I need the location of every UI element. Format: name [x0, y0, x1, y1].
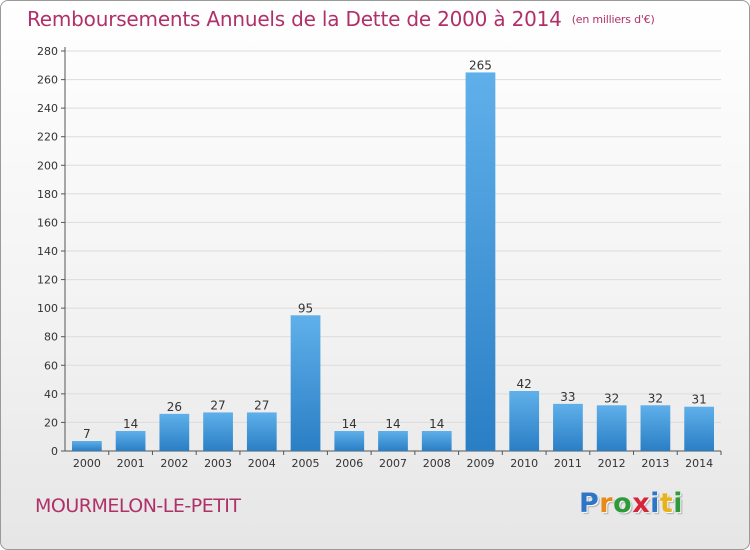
y-tick-label: 180: [37, 188, 58, 201]
y-tick-label: 120: [37, 274, 58, 287]
x-tick-label: 2007: [379, 457, 407, 470]
y-tick-label: 200: [37, 159, 58, 172]
x-tick-label: 2008: [423, 457, 451, 470]
logo-letter: o: [613, 488, 633, 519]
bar-2002: [159, 413, 190, 451]
x-tick-label: 2000: [73, 457, 101, 470]
value-label: 33: [560, 390, 575, 404]
logo-letter: i: [673, 488, 684, 519]
bar-2007: [378, 431, 408, 451]
x-tick-label: 2010: [510, 457, 538, 470]
x-tick-label: 2005: [292, 457, 320, 470]
value-label: 265: [469, 58, 492, 72]
y-tick-label: 220: [37, 131, 58, 144]
logo-letter: P: [579, 488, 600, 519]
value-label: 32: [648, 391, 663, 405]
value-labels: 7 14 26 27 27 95 14 14 14 265 42 33 32 32 31: [83, 58, 707, 441]
bar-2008: [421, 431, 452, 451]
x-tick-label: 2002: [160, 457, 188, 470]
y-tick-label: 0: [51, 445, 58, 458]
value-label: 27: [210, 398, 225, 412]
y-tick-label: 240: [37, 102, 58, 115]
bar-2010: [509, 391, 540, 451]
bars: [71, 72, 715, 451]
y-tick-label: 20: [44, 416, 58, 429]
axes: [64, 47, 721, 452]
x-axis-ticks: 2000 2001 2002 2003 2004 2005 2006 2007 2008 2009…: [73, 451, 722, 470]
chart-title: Remboursements Annuels de la Dette de 20…: [27, 7, 655, 31]
value-label: 31: [691, 393, 706, 407]
y-tick-label: 80: [44, 331, 58, 344]
x-tick-label: 2004: [248, 457, 276, 470]
value-label: 26: [167, 400, 182, 414]
bar-2003: [203, 412, 233, 451]
bar-2013: [640, 405, 671, 451]
bar-2000: [71, 441, 102, 451]
value-label: 32: [604, 391, 619, 405]
y-tick-label: 160: [37, 216, 58, 229]
x-tick-label: 2003: [204, 457, 232, 470]
x-tick-label: 2006: [335, 457, 363, 470]
y-tick-label: 40: [44, 388, 58, 401]
value-label: 7: [83, 427, 91, 441]
y-tick-label: 60: [44, 359, 58, 372]
bar-2014: [684, 406, 715, 451]
value-label: 14: [342, 417, 357, 431]
bar-2012: [596, 405, 627, 451]
y-axis-ticks: 0 20 40 60 80 100 120 140 160 180 200 220 240 260 280: [37, 45, 65, 458]
proxiti-logo: Proxiti: [579, 488, 683, 519]
y-tick-label: 100: [37, 302, 58, 315]
grid-lines: [65, 50, 721, 423]
y-tick-label: 260: [37, 74, 58, 87]
logo-letter: x: [632, 488, 651, 519]
value-label: 27: [254, 398, 269, 412]
x-tick-label: 2013: [641, 457, 669, 470]
logo-letter: t: [659, 488, 674, 519]
bar-2011: [553, 403, 583, 451]
bar-2009: [465, 72, 496, 451]
logo-letter: r: [599, 488, 614, 519]
value-label: 14: [429, 417, 444, 431]
value-label: 42: [517, 377, 532, 391]
x-tick-label: 2012: [598, 457, 626, 470]
unit-label: (en milliers d'€): [571, 13, 655, 26]
bar-2001: [115, 431, 146, 451]
x-tick-label: 2014: [685, 457, 713, 470]
value-label: 95: [298, 301, 313, 315]
commune-name: MOURMELON-LE-PETIT: [35, 495, 241, 517]
bar-2004: [246, 412, 277, 451]
logo-letter: i: [650, 488, 660, 519]
y-tick-label: 280: [37, 45, 58, 58]
x-tick-label: 2001: [117, 457, 145, 470]
value-label: 14: [385, 417, 400, 431]
title-text: Remboursements Annuels de la Dette de 20…: [27, 7, 562, 31]
y-tick-label: 140: [37, 245, 58, 258]
x-tick-label: 2009: [466, 457, 494, 470]
x-tick-label: 2011: [554, 457, 582, 470]
value-label: 14: [123, 417, 138, 431]
bar-2006: [334, 431, 365, 451]
bar-2005: [290, 315, 321, 451]
